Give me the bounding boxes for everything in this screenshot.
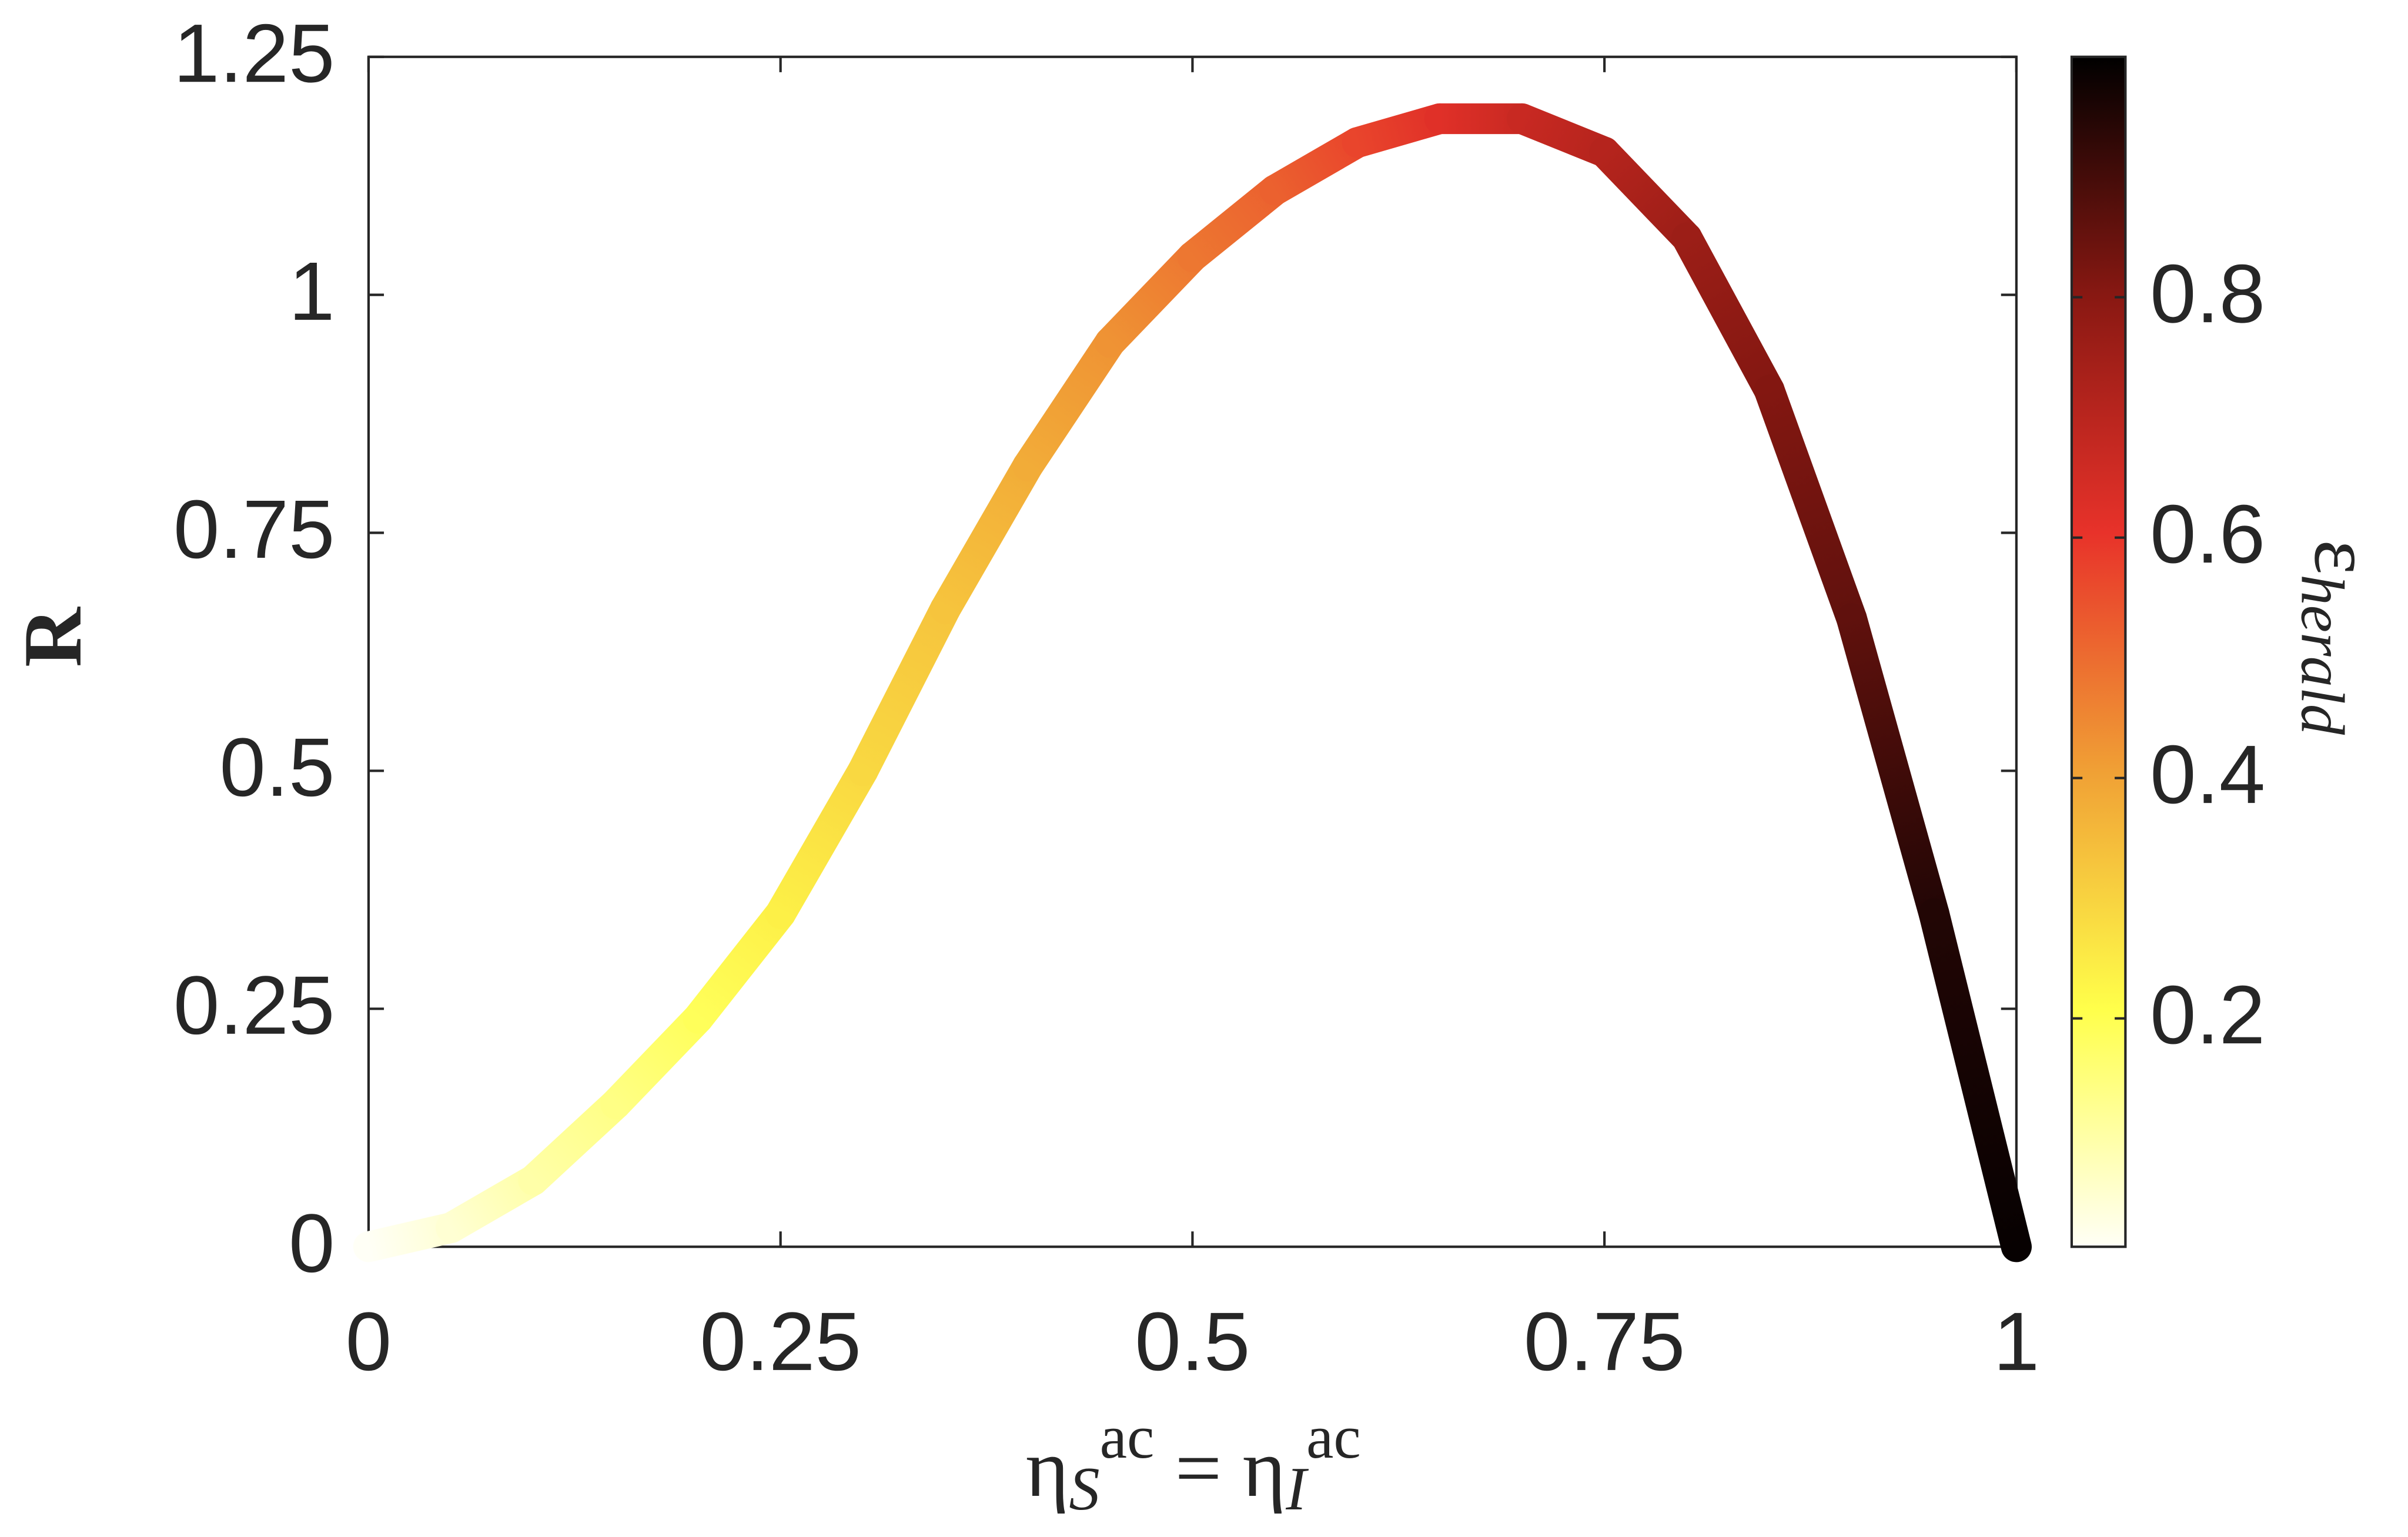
y-tick-label: 0.75 (173, 483, 335, 575)
curve-segment (1836, 603, 1949, 929)
x-axis-label-part: ac (1100, 1403, 1155, 1471)
x-axis-label: ηSac = ηIac (1026, 1403, 1361, 1523)
x-tick-label: 0.5 (1135, 1295, 1250, 1388)
colorbar-tick-label: 0.8 (2150, 247, 2265, 340)
x-axis-label-part: η (1026, 1422, 1069, 1514)
y-tick-label: 1 (289, 245, 335, 337)
x-tick-label: 0.75 (1524, 1295, 1685, 1388)
x-axis-label-part: = η (1154, 1422, 1286, 1514)
curve-segment (1589, 136, 1703, 253)
y-tick-label: 1.25 (173, 6, 335, 99)
curve-segment (1177, 175, 1290, 272)
curve-segment (847, 593, 961, 786)
y-axis-label: R (6, 606, 99, 667)
x-axis-label-part: I (1285, 1455, 1309, 1523)
curve-segment (1918, 898, 2032, 1263)
y-tick-label: 0.5 (219, 721, 335, 813)
colorbar-label-part: ε (2297, 540, 2389, 574)
curve-segment (1259, 127, 1373, 206)
y-tick-label: 0.25 (173, 959, 335, 1052)
plot-frame (367, 55, 2018, 1248)
colorbar-tick-label: 0.6 (2150, 487, 2265, 580)
curve-segment (435, 1164, 549, 1243)
x-tick-label: 0 (346, 1295, 392, 1388)
curve-segment (518, 1089, 631, 1196)
x-axis-label-part: S (1069, 1455, 1099, 1523)
colorbar-label-part: herald (2288, 574, 2356, 735)
curve-segment (1012, 327, 1126, 482)
x-tick-label: 0.25 (700, 1295, 861, 1388)
curve-segment (929, 451, 1044, 625)
colorbar-tick-label: 0.4 (2150, 728, 2265, 821)
curve-segment (1095, 241, 1208, 358)
curve-segment (1754, 374, 1867, 634)
colorbar-label: εherald (2288, 540, 2389, 735)
curve-segment (1671, 222, 1785, 406)
curve-segment (765, 755, 878, 929)
colorbar-tick-label: 0.2 (2150, 968, 2265, 1061)
curve-segment (683, 898, 796, 1034)
x-axis-label-part: ac (1306, 1403, 1361, 1471)
x-tick-label: 1 (1994, 1295, 2039, 1388)
colorbar (2070, 55, 2127, 1248)
curve-segment (600, 1003, 714, 1120)
y-tick-label: 0 (289, 1197, 335, 1290)
